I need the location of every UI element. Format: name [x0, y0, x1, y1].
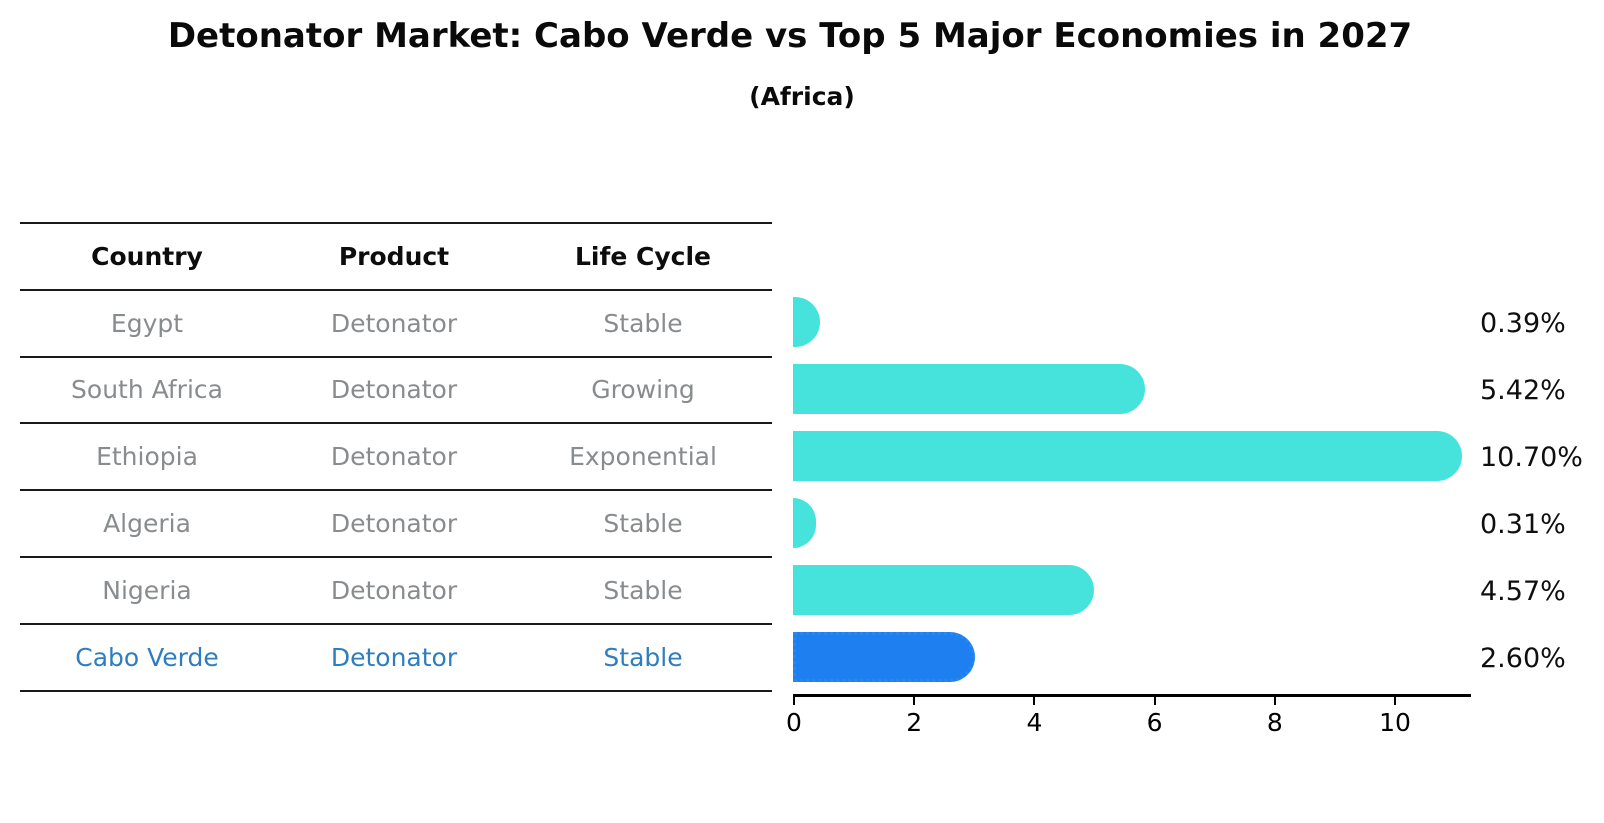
x-axis-tick: [1273, 696, 1276, 705]
table-cell-country: Algeria: [103, 509, 191, 539]
x-axis-tick: [1033, 696, 1036, 705]
comparison-table: Country Product Life Cycle Egypt Detonato…: [20, 222, 772, 692]
table-cell-life-cycle: Stable: [603, 509, 683, 539]
bar-value-label: 4.57%: [1480, 575, 1566, 607]
table-cell-product: Detonator: [330, 642, 458, 672]
x-axis-tick: [1153, 696, 1156, 705]
table-row-ethiopia: Ethiopia Detonator Exponential: [20, 422, 772, 489]
table-header-product: Product: [338, 241, 450, 271]
table-cell-product: Detonator: [330, 575, 458, 605]
table-row-egypt: Egypt Detonator Stable: [20, 288, 772, 356]
table-row-south-africa: South Africa Detonator Growing: [20, 355, 772, 423]
chart-title: Detonator Market: Cabo Verde vs Top 5 Ma…: [167, 16, 1413, 56]
table-cell-life-cycle: Stable: [603, 308, 683, 338]
table-cell-life-cycle: Stable: [603, 642, 683, 672]
bar-value-label: 0.31%: [1480, 508, 1566, 540]
bar-nigeria: [793, 564, 1094, 615]
table-cell-country: Egypt: [110, 308, 184, 338]
x-axis-tick: [1394, 696, 1396, 705]
x-axis-tick-label: 0: [786, 708, 802, 737]
x-axis-tick: [913, 696, 916, 705]
table-cell-product: Detonator: [330, 375, 458, 405]
table-header-country: Country: [91, 241, 203, 271]
x-axis-tick-label: 6: [1146, 708, 1163, 737]
table-row-algeria: Algeria Detonator Stable: [20, 489, 772, 556]
bar-value-label: 0.39%: [1480, 308, 1566, 340]
table-cell-country: Ethiopia: [96, 442, 198, 472]
x-axis-tick: [793, 696, 795, 705]
table-cell-country: South Africa: [71, 375, 223, 405]
table-cell-country: Cabo Verde: [75, 642, 219, 672]
x-axis: [793, 694, 1471, 697]
table-cell-life-cycle: Growing: [591, 375, 695, 405]
x-axis-tick-label: 10: [1379, 708, 1411, 737]
table-cell-life-cycle: Stable: [603, 575, 683, 605]
bar-south-africa: [793, 364, 1145, 415]
x-axis-tick-label: 4: [1026, 708, 1043, 737]
bar-value-label: 5.42%: [1480, 375, 1566, 407]
table-cell-country: Nigeria: [102, 575, 192, 605]
table-cell-life-cycle: Exponential: [569, 442, 717, 472]
bar-highlight-: [793, 631, 976, 682]
x-axis-tick-label: 2: [906, 708, 923, 737]
x-axis-tick-label: 8: [1266, 708, 1283, 737]
table-cell-product: Detonator: [330, 308, 458, 338]
table-header-row: Country Product Life Cycle: [20, 222, 772, 289]
table-row-cabo-verde: Cabo Verde Detonator Stable: [20, 622, 772, 692]
bar-plot-area: [793, 289, 1483, 690]
bar-value-label: 10.70%: [1480, 442, 1583, 474]
table-cell-product: Detonator: [330, 442, 458, 472]
bar-egypt: [793, 297, 821, 348]
table-cell-product: Detonator: [330, 509, 458, 539]
bar-algeria: [793, 497, 816, 548]
chart-subtitle: (Africa): [749, 82, 855, 111]
bar-ethiopia: [793, 431, 1463, 482]
table-header-life-cycle: Life Cycle: [574, 241, 712, 271]
bar-value-label: 2.60%: [1480, 642, 1566, 674]
table-row-nigeria: Nigeria Detonator Stable: [20, 555, 772, 623]
